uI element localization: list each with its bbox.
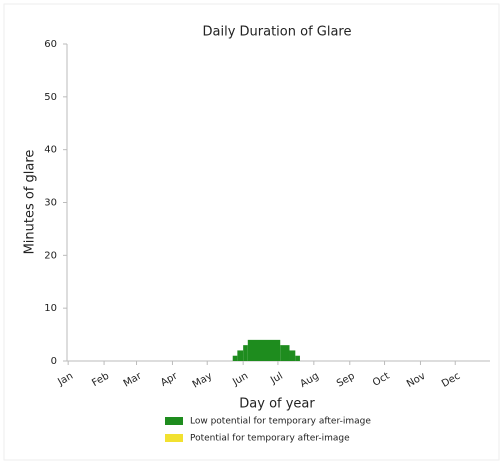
y-tick-label: 20 — [44, 250, 57, 261]
y-tick-label: 50 — [44, 92, 57, 103]
y-tick-label: 30 — [44, 198, 57, 209]
bar — [232, 355, 238, 361]
y-axis-label: Minutes of glare — [23, 150, 38, 255]
y-tick-label: 10 — [44, 303, 57, 314]
legend-swatch — [165, 434, 183, 442]
bar — [289, 350, 296, 361]
y-tick-label: 40 — [44, 145, 57, 156]
bar — [280, 345, 290, 361]
legend-label: Potential for temporary after-image — [190, 434, 350, 444]
y-tick-label: 0 — [51, 356, 57, 367]
bar — [243, 345, 248, 361]
chart-frame — [3, 3, 500, 461]
legend-swatch — [165, 417, 183, 425]
bar — [247, 339, 281, 361]
x-axis-label: Day of year — [239, 397, 315, 412]
bar — [295, 355, 300, 361]
chart-title: Daily Duration of Glare — [203, 25, 352, 40]
y-tick-label: 60 — [44, 39, 57, 50]
legend-label: Low potential for temporary after-image — [190, 417, 371, 427]
bar — [237, 350, 244, 361]
